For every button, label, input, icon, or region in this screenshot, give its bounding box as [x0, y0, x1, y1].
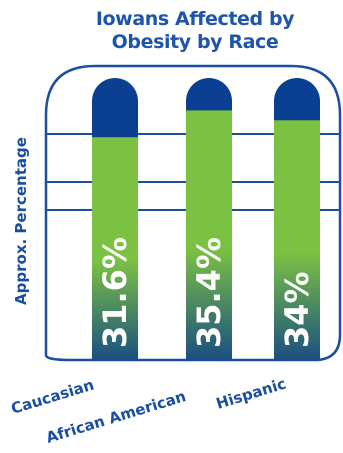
category-label: Hispanic [214, 375, 288, 413]
bar-hispanic [274, 120, 320, 360]
value-label: 35.4% [190, 237, 228, 348]
value-label: 31.6% [96, 237, 134, 348]
chart-frame [44, 64, 342, 362]
bar-caucasian [92, 137, 138, 360]
category-label: Caucasian [9, 376, 96, 418]
chart-title-line-2: Obesity by Race [111, 31, 279, 53]
chart-title: Iowans Affected by Obesity by Race [60, 8, 330, 54]
value-label: 34% [278, 271, 316, 348]
y-axis-label: Approx. Percentage [12, 137, 30, 305]
bar-african-american [186, 110, 232, 361]
chart-title-line-1: Iowans Affected by [95, 8, 295, 30]
